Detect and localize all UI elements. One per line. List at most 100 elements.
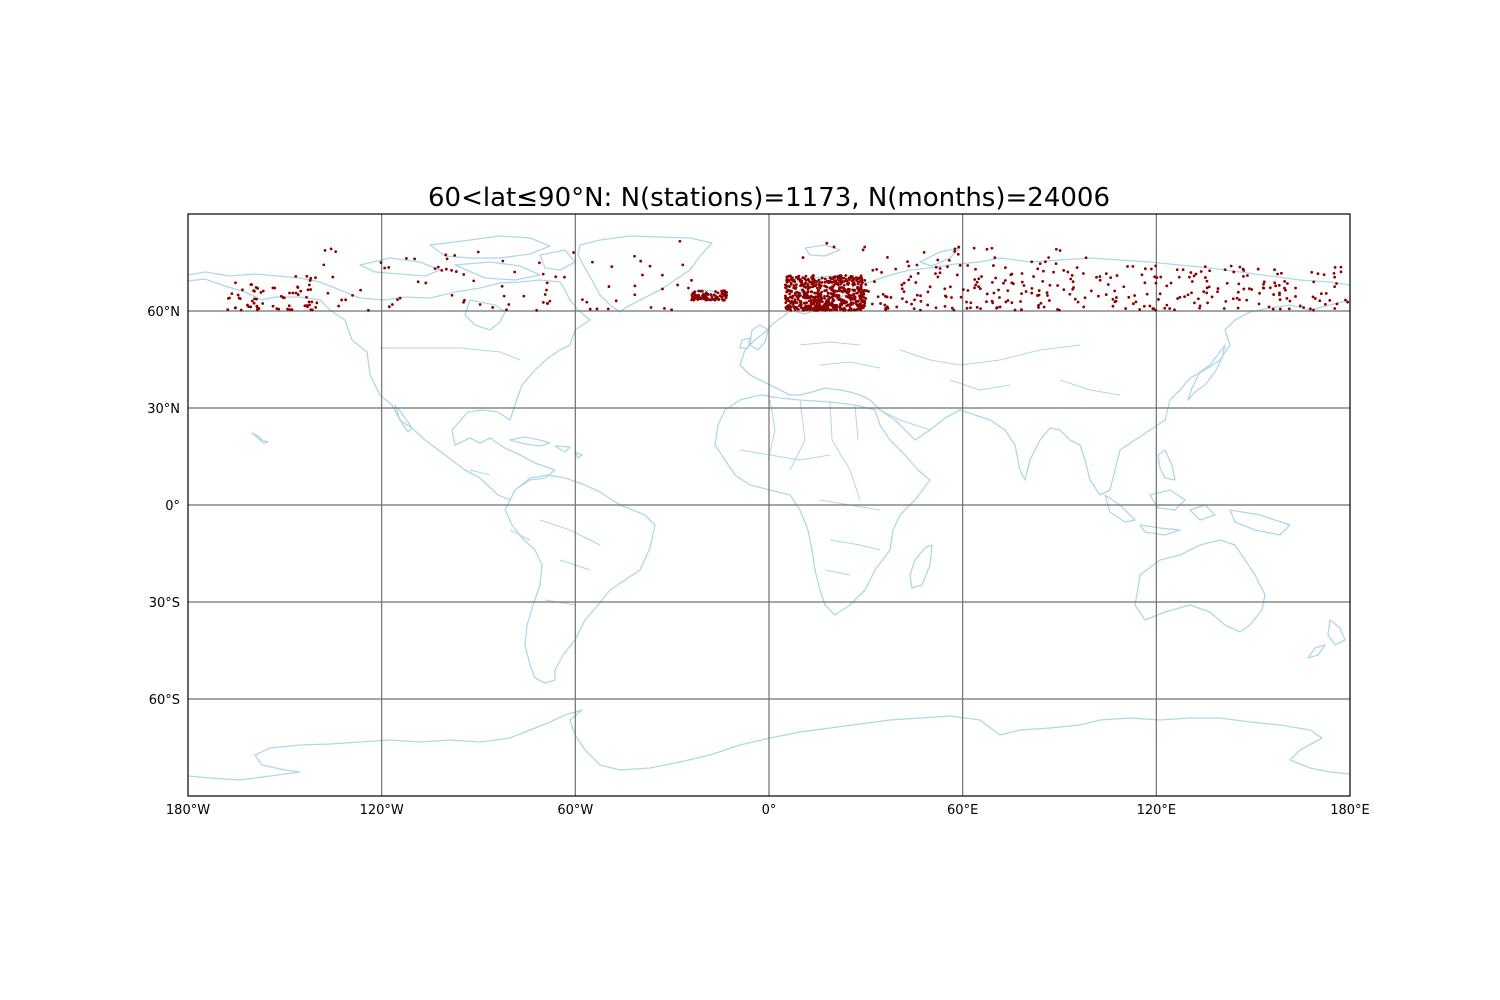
station-marker <box>820 300 824 304</box>
station-marker <box>1332 271 1336 275</box>
station-marker <box>831 292 835 296</box>
station-marker <box>450 268 453 272</box>
station-marker <box>849 307 853 311</box>
station-marker <box>1010 281 1014 285</box>
station-marker <box>840 303 844 307</box>
station-marker <box>1113 289 1117 293</box>
station-marker <box>329 247 333 251</box>
station-marker <box>847 276 851 280</box>
station-marker <box>692 298 696 302</box>
station-marker <box>788 304 792 308</box>
station-marker <box>436 265 440 269</box>
station-marker <box>416 280 420 284</box>
station-marker <box>309 288 313 291</box>
station-marker <box>633 254 636 258</box>
station-marker <box>934 306 938 310</box>
station-marker <box>1268 286 1272 290</box>
station-marker <box>846 287 850 291</box>
station-marker <box>1339 270 1343 274</box>
station-marker <box>785 298 788 302</box>
station-marker <box>863 301 867 305</box>
station-marker <box>545 281 549 285</box>
station-marker <box>863 245 867 249</box>
station-marker <box>1006 289 1010 293</box>
station-marker <box>797 292 801 296</box>
station-marker <box>1048 299 1051 302</box>
station-marker <box>1054 262 1058 266</box>
station-marker <box>253 297 256 301</box>
station-marker <box>1274 284 1278 288</box>
station-marker <box>1143 281 1147 285</box>
station-marker <box>440 269 444 272</box>
station-marker <box>1216 287 1220 290</box>
station-marker <box>803 292 807 296</box>
station-marker <box>835 303 839 307</box>
station-marker <box>784 294 787 298</box>
station-marker <box>847 308 851 312</box>
station-marker <box>1109 276 1113 280</box>
station-marker <box>1236 306 1240 310</box>
station-marker <box>818 286 822 290</box>
station-marker <box>992 291 996 295</box>
station-marker <box>823 277 827 281</box>
station-marker <box>817 278 821 282</box>
station-marker <box>842 279 846 283</box>
station-marker <box>663 306 666 310</box>
station-marker <box>786 278 790 282</box>
station-marker <box>433 267 437 271</box>
station-marker <box>913 298 916 302</box>
station-marker <box>947 258 951 262</box>
station-marker <box>450 293 454 297</box>
station-marker <box>305 295 308 299</box>
station-marker <box>1154 281 1158 285</box>
station-marker <box>837 294 841 297</box>
station-marker <box>1098 278 1102 282</box>
station-marker <box>825 289 828 292</box>
station-marker <box>1186 293 1190 297</box>
station-marker <box>840 307 844 311</box>
station-marker <box>607 285 611 288</box>
station-marker <box>1204 276 1207 279</box>
station-marker <box>1020 292 1023 295</box>
station-marker <box>1142 304 1146 308</box>
station-marker <box>1262 282 1265 286</box>
y-tick-label: 60°S <box>149 693 180 708</box>
station-marker <box>856 291 860 295</box>
station-marker <box>974 267 977 271</box>
y-tick-label: 0° <box>165 499 180 514</box>
station-marker <box>950 296 953 299</box>
station-marker <box>288 291 291 295</box>
station-marker <box>861 295 865 299</box>
station-marker <box>541 300 545 304</box>
station-marker <box>1322 273 1326 277</box>
station-marker <box>946 265 949 269</box>
station-marker <box>969 306 972 310</box>
station-marker <box>334 250 338 253</box>
station-marker <box>792 300 795 304</box>
station-marker <box>546 302 549 305</box>
station-marker <box>965 300 968 304</box>
station-marker <box>308 303 311 307</box>
station-marker <box>1037 303 1040 307</box>
station-marker <box>902 290 906 294</box>
station-marker <box>1020 280 1024 284</box>
station-marker <box>1190 291 1193 295</box>
station-marker <box>1098 275 1102 278</box>
station-marker <box>1104 272 1108 275</box>
station-marker <box>259 291 263 294</box>
station-marker <box>973 278 977 281</box>
station-marker <box>806 290 810 294</box>
station-marker <box>1205 279 1209 283</box>
station-marker <box>690 278 693 282</box>
station-marker <box>1071 280 1075 284</box>
station-marker <box>1113 300 1117 304</box>
station-marker <box>639 259 643 263</box>
station-marker <box>294 274 298 278</box>
station-marker <box>1097 294 1100 298</box>
station-marker <box>310 300 314 304</box>
station-marker <box>851 275 854 279</box>
station-marker <box>936 258 940 262</box>
station-marker <box>880 270 883 274</box>
station-marker <box>323 249 327 252</box>
station-marker <box>1242 275 1245 278</box>
